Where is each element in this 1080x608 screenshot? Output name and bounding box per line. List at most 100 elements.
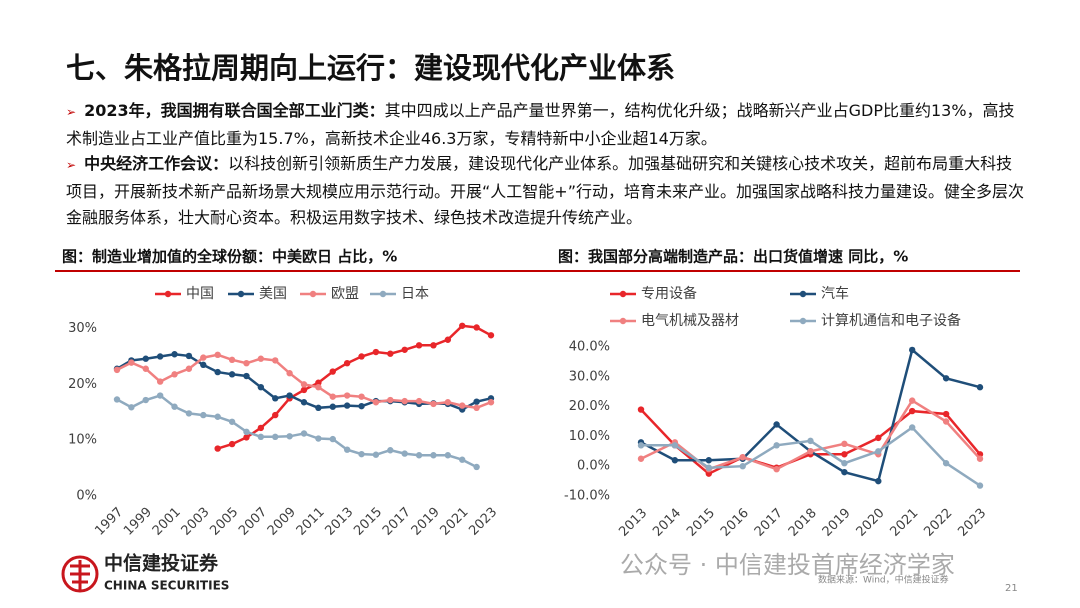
data-point — [315, 383, 322, 391]
data-point — [430, 452, 437, 459]
x-tick-label: 2011 — [294, 505, 328, 539]
data-point — [286, 392, 293, 399]
data-point — [329, 435, 336, 443]
data-point — [807, 448, 814, 455]
data-point — [875, 434, 882, 442]
data-point — [430, 400, 437, 408]
data-point — [807, 437, 814, 445]
logo-subtext: CHINA SECURITIES — [104, 579, 229, 593]
data-point — [200, 361, 207, 369]
data-point — [171, 371, 178, 378]
legend-label: 欧盟 — [331, 286, 359, 302]
x-tick-label: 2016 — [718, 506, 752, 540]
data-point — [228, 356, 236, 364]
data-point — [841, 468, 848, 476]
data-point — [128, 359, 135, 366]
data-point — [841, 440, 848, 448]
legend-label: 计算机通信和电子设备 — [821, 312, 961, 329]
bullet: ➢ 中央经济工作会议：以科技创新引领新质生产力发展，建设现代化产业体系。加强基础研… — [66, 154, 1024, 227]
x-tick-label: 1999 — [121, 505, 155, 539]
watermark: 公众号 · 中信建投首席经济学家 — [620, 551, 955, 579]
data-point — [156, 378, 164, 385]
data-point — [387, 350, 394, 357]
legend-swatch — [619, 317, 627, 325]
x-tick-label: 2015 — [351, 505, 385, 539]
source-note: 数据来源：Wind，中信建投证券 — [818, 574, 949, 586]
data-point — [358, 402, 365, 410]
x-tick-label: 2018 — [786, 506, 820, 540]
data-point — [113, 396, 121, 403]
x-tick-label: 2022 — [921, 506, 955, 540]
data-point — [444, 399, 452, 406]
data-point — [473, 398, 480, 405]
data-point — [909, 407, 916, 415]
data-point — [200, 354, 207, 361]
x-tick-label: 2003 — [179, 505, 213, 539]
data-point — [942, 375, 950, 382]
data-point — [637, 442, 645, 449]
data-point — [243, 428, 250, 436]
data-point — [171, 351, 178, 358]
data-point — [459, 402, 466, 409]
data-point — [257, 424, 265, 432]
data-point — [942, 418, 950, 425]
x-tick-label: 2021 — [887, 506, 921, 540]
bullet: ➢ 2023年，我国拥有联合国全部工业门类：其中四成以上产品产量世界第一，结构优化… — [66, 101, 1015, 148]
data-point — [156, 353, 164, 360]
data-point — [214, 368, 221, 376]
data-point — [739, 454, 746, 461]
data-point — [773, 442, 780, 449]
data-point — [228, 371, 236, 378]
y-tick-label: 40.0% — [569, 339, 610, 354]
legend-label: 专用设备 — [641, 285, 697, 302]
data-point — [372, 451, 380, 458]
data-point — [909, 397, 916, 404]
data-point — [329, 393, 336, 400]
y-tick-label: 30.0% — [569, 369, 610, 384]
data-point — [401, 346, 408, 353]
legend-label: 汽车 — [821, 285, 849, 302]
legend-swatch — [309, 290, 317, 298]
data-point — [415, 452, 423, 459]
data-point — [315, 379, 322, 386]
data-point — [113, 366, 121, 374]
data-point — [459, 322, 466, 329]
data-point — [185, 365, 193, 372]
legend-swatch — [237, 290, 245, 298]
data-point — [637, 406, 645, 413]
legend-swatch — [619, 290, 627, 298]
data-point — [372, 399, 380, 406]
data-point — [315, 404, 322, 412]
data-point — [487, 399, 495, 406]
y-tick-label: 0% — [76, 489, 97, 504]
data-point — [329, 368, 336, 375]
logo-mark — [70, 560, 90, 590]
y-tick-label: 10.0% — [569, 429, 610, 444]
data-point — [976, 482, 984, 489]
x-tick-label: 2009 — [265, 505, 299, 539]
data-point — [459, 456, 466, 463]
data-point — [444, 336, 452, 343]
data-point — [343, 359, 351, 367]
data-point — [257, 433, 265, 441]
data-point — [343, 402, 351, 409]
x-tick-label: 2001 — [150, 505, 184, 539]
data-point — [214, 351, 221, 359]
data-point — [128, 404, 135, 411]
data-point — [671, 457, 679, 464]
data-point — [243, 434, 250, 441]
data-point — [875, 448, 882, 455]
data-point — [343, 392, 351, 399]
data-point — [272, 395, 279, 402]
x-tick-label: 2013 — [322, 505, 356, 539]
x-tick-label: 2013 — [616, 506, 650, 540]
legend-label: 日本 — [401, 286, 429, 302]
data-point — [142, 365, 149, 372]
data-point — [142, 396, 149, 404]
x-tick-label: 2007 — [236, 505, 270, 539]
data-point — [705, 464, 712, 471]
x-tick-label: 2020 — [854, 506, 888, 540]
data-point — [343, 446, 351, 453]
y-tick-label: 0.0% — [577, 459, 610, 474]
